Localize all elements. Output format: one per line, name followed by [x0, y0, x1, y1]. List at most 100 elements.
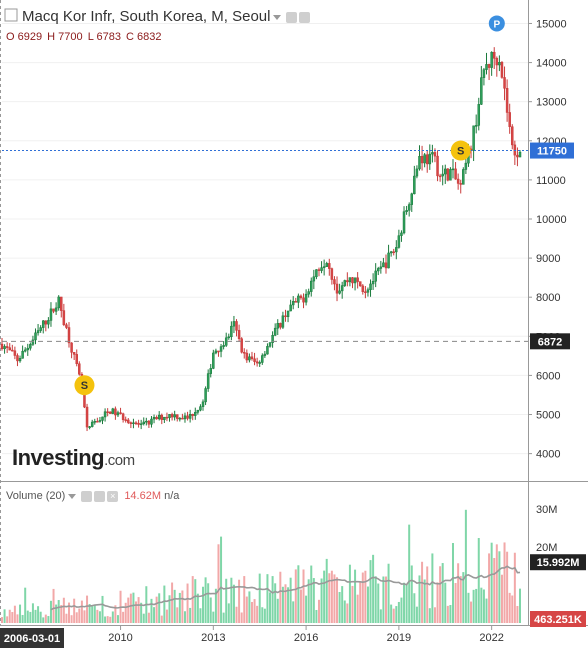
volume-bar	[498, 551, 501, 623]
candle	[78, 363, 81, 375]
candle	[374, 270, 377, 282]
volume-bar	[392, 608, 395, 623]
candle	[348, 277, 352, 283]
eye-icon[interactable]	[286, 11, 298, 23]
candle	[322, 266, 326, 268]
candle	[108, 411, 112, 414]
volume-bar	[163, 585, 166, 623]
volume-bar	[232, 584, 235, 623]
candle	[72, 352, 76, 355]
candle	[508, 112, 511, 127]
gear-icon[interactable]	[299, 11, 311, 23]
candle	[237, 330, 241, 339]
volume-bar	[132, 592, 135, 623]
candle	[201, 401, 205, 407]
candle	[320, 267, 323, 271]
candle	[449, 169, 452, 181]
candle	[250, 356, 254, 360]
volume-bar	[129, 593, 132, 623]
candle	[175, 414, 179, 419]
candle	[88, 426, 91, 428]
candle	[253, 358, 256, 362]
candle	[451, 168, 455, 171]
candle	[379, 266, 383, 269]
volume-bar	[472, 589, 475, 623]
volume-bar	[217, 544, 220, 623]
candle	[266, 346, 269, 355]
candle	[338, 290, 341, 294]
volume-bar	[289, 577, 292, 623]
volume-bar	[189, 607, 192, 623]
candle	[485, 64, 488, 70]
candle	[240, 338, 243, 353]
instrument-title[interactable]: Macq Kor Infr, South Korea, M, Seoul	[22, 8, 271, 25]
candle	[121, 413, 125, 420]
chevron-down-icon[interactable]	[68, 493, 77, 499]
candle	[482, 69, 486, 78]
volume-bars-layer	[1, 509, 521, 623]
volume-bar	[493, 557, 496, 623]
candle	[371, 280, 375, 285]
candle	[137, 422, 140, 425]
event-marker-p	[488, 15, 505, 32]
volume-bar	[421, 561, 424, 623]
volume-bar	[55, 604, 58, 623]
chevron-down-icon[interactable]	[273, 14, 282, 20]
candle	[103, 411, 107, 418]
volume-bar	[101, 595, 104, 623]
ohlc-readout: O 6929 H 7700 L 6783 C 6832	[6, 31, 164, 43]
volume-bar	[165, 609, 168, 623]
volume-bar	[462, 572, 465, 623]
volume-label[interactable]: Volume (20)	[6, 490, 66, 502]
candle	[152, 417, 156, 420]
candle	[3, 346, 6, 350]
volume-bar	[62, 597, 65, 623]
y-tick-label: 8000	[536, 292, 560, 304]
candle	[261, 355, 264, 363]
volume-ma-line	[50, 565, 521, 611]
volume-bar	[325, 558, 328, 623]
volume-bar	[243, 576, 246, 623]
volume-bar	[354, 569, 357, 623]
volume-bar	[49, 600, 52, 623]
candle	[34, 332, 37, 341]
candle	[139, 423, 143, 426]
candle	[248, 356, 251, 361]
volume-bar	[423, 579, 426, 623]
volume-bar	[400, 597, 403, 623]
candle	[173, 414, 176, 418]
candle	[472, 125, 475, 151]
eye-icon[interactable]	[81, 490, 93, 502]
candle	[310, 280, 313, 292]
candle	[474, 125, 478, 127]
candle	[132, 422, 135, 425]
volume-bar	[511, 595, 514, 623]
volume-bar	[147, 612, 150, 623]
volume-bar	[374, 576, 377, 623]
volume-header: Volume (20) × 14.62M n/a	[6, 490, 179, 502]
split-marker	[450, 140, 471, 161]
candle	[454, 168, 457, 180]
candle	[333, 279, 336, 285]
candle	[495, 58, 499, 66]
candle	[106, 411, 109, 413]
candle	[235, 321, 238, 331]
gear-icon[interactable]	[94, 490, 106, 502]
volume-bar	[428, 608, 431, 623]
candle	[75, 354, 78, 364]
volume-bar	[222, 612, 225, 623]
candle	[258, 362, 261, 364]
candle	[127, 419, 130, 423]
volume-bar	[485, 598, 488, 623]
candle	[199, 406, 202, 411]
close-icon[interactable]: ×	[107, 490, 119, 502]
candle	[397, 235, 401, 248]
volume-tick-label: 30M	[536, 504, 557, 516]
volume-bar	[387, 563, 390, 623]
candle	[13, 350, 17, 356]
candle	[31, 339, 35, 345]
volume-bar	[238, 579, 241, 623]
volume-bar	[320, 578, 323, 623]
